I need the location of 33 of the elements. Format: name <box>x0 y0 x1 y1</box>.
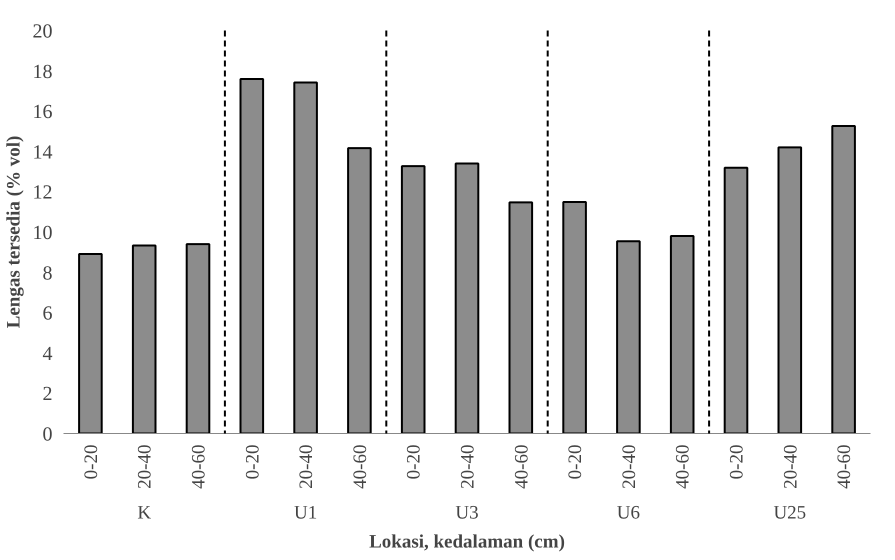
y-tick-label: 14 <box>32 141 52 164</box>
y-tick-label: 6 <box>42 302 52 325</box>
text: K <box>137 502 152 524</box>
x-tick-label: 0-20 <box>404 444 425 480</box>
x-tick-label: 20-40 <box>780 444 802 489</box>
y-tick-label: 0 <box>42 424 52 446</box>
x-tick-label: 40-60 <box>188 444 210 489</box>
y-tick-label: 20 <box>32 20 52 42</box>
y-tick-label: 8 <box>42 262 52 284</box>
x-tick-label: 20-40 <box>618 444 640 489</box>
x-tick-label: 40-60 <box>834 444 856 489</box>
y-tick-label: 18 <box>32 60 52 83</box>
x-tick-label: 0-20 <box>726 444 748 480</box>
text: U6 <box>616 502 640 524</box>
y-tick-label: 4 <box>42 342 52 365</box>
x-tick-label: 0-20 <box>565 444 586 480</box>
y-axis-title: Lengas tersedia (% vol) <box>4 136 24 328</box>
y-tick-label: 2 <box>42 383 52 406</box>
text: U25 <box>773 502 806 524</box>
y-tick-label: 10 <box>32 222 52 244</box>
y-tick-label: 12 <box>32 182 52 204</box>
x-tick-label: 40-60 <box>672 444 694 489</box>
x-tick-label: 0-20 <box>242 444 264 480</box>
x-tick-label: 40-60 <box>350 444 371 489</box>
y-tick-label: 16 <box>32 101 52 124</box>
x-tick-label: 20-40 <box>296 444 318 489</box>
text: U1 <box>294 502 318 524</box>
x-axis-title: Lokasi, kedalaman (cm) <box>369 532 565 552</box>
text: U3 <box>455 502 479 524</box>
x-tick-label: 20-40 <box>458 444 478 489</box>
x-tick-label: 0-20 <box>80 444 102 480</box>
x-tick-label: 40-60 <box>511 444 532 489</box>
x-tick-label: 20-40 <box>134 444 156 489</box>
